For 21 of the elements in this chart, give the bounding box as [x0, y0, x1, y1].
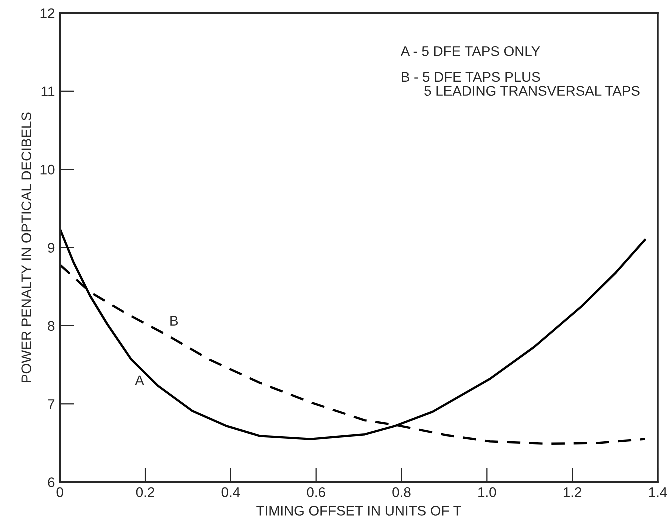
y-tick-label: 9 [48, 243, 55, 253]
annotation: A [135, 376, 144, 386]
x-tick-label: 1.0 [478, 488, 496, 498]
annotation: A - 5 DFE TAPS ONLY [400, 46, 540, 56]
y-tick-label: 10 [40, 164, 55, 175]
annotation: B - 5 DFE TAPS PLUS 5 LEADING TRANSVERSAL TAPS [402, 72, 640, 96]
y-tick-label: 6 [48, 478, 55, 488]
x-tick-label: 0.4 [222, 488, 240, 498]
y-axis-title: POWER PENALTY IN OPTICAL DECIBELS [22, 112, 32, 382]
x-tick-label: 0.6 [307, 488, 326, 498]
x-tick-label: 1.4 [649, 488, 668, 498]
y-tick-label: 12 [40, 8, 55, 18]
x-tick-label: 0.8 [392, 488, 411, 498]
y-tick-label: 8 [48, 321, 55, 332]
y-tick-label: 11 [42, 86, 55, 96]
x-axis-title: TIMING OFFSET IN UNITS OF T [256, 506, 462, 516]
annotation: B [170, 316, 178, 326]
y-tick-label: 7 [48, 400, 55, 410]
x-tick-label: 1.2 [564, 488, 582, 498]
x-tick-label: 0 [56, 488, 64, 498]
x-tick-label: 0.2 [136, 488, 154, 498]
